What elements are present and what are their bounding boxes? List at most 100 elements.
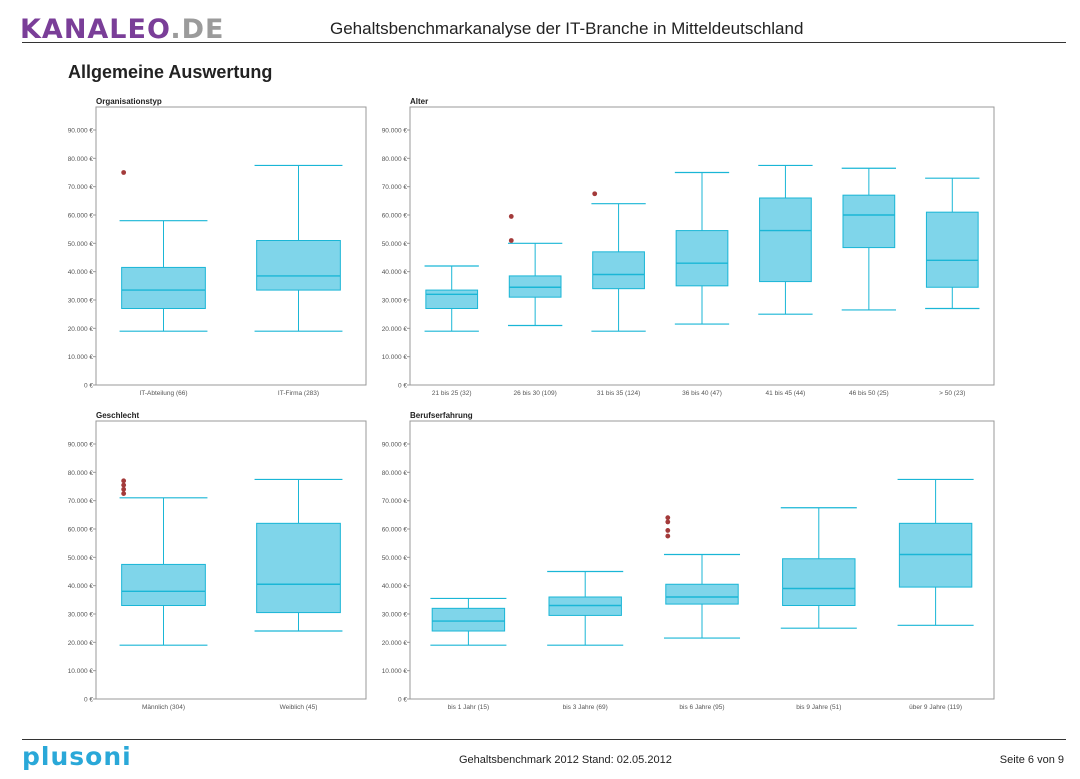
y-tick-label: 20.000 €: [382, 326, 408, 333]
box: [508, 275, 562, 298]
x-category-label: IT-Abteilung (66): [139, 390, 187, 397]
y-tick-label: 70.000 €: [382, 184, 408, 191]
panel-frame: [95, 420, 367, 700]
outlier-point: [592, 191, 598, 197]
x-category-label: 41 bis 45 (44): [766, 390, 806, 397]
y-tick-label: 50.000 €: [382, 555, 408, 562]
x-category-label: 46 bis 50 (25): [849, 390, 889, 397]
x-category-label: 26 bis 30 (109): [513, 390, 556, 397]
panel-title: Geschlecht: [96, 411, 139, 420]
brand-logo-suffix: .DE: [170, 14, 225, 45]
y-tick-label: 10.000 €: [382, 354, 408, 361]
x-category-label: Weiblich (45): [280, 704, 318, 711]
panel-title: Alter: [410, 97, 428, 106]
x-category-label: Männlich (304): [142, 704, 185, 711]
y-tick-label: 50.000 €: [68, 555, 94, 562]
box: [898, 522, 973, 588]
y-tick-label: 10.000 €: [68, 354, 94, 361]
outlier-point: [508, 214, 514, 219]
y-tick-label: 0 €: [84, 697, 93, 704]
document-title: Gehaltsbenchmarkanalyse der IT-Branche i…: [330, 19, 804, 38]
y-tick-label: 30.000 €: [382, 298, 408, 305]
x-category-label: bis 9 Jahre (51): [796, 704, 841, 711]
box: [425, 289, 479, 310]
y-tick-label: 70.000 €: [68, 498, 94, 505]
y-tick-label: 80.000 €: [68, 470, 94, 477]
box: [592, 251, 645, 290]
footer-logo: plusoni: [22, 742, 132, 771]
x-category-label: über 9 Jahre (119): [909, 704, 962, 711]
x-category-label: bis 3 Jahre (69): [563, 704, 608, 711]
y-tick-label: 20.000 €: [68, 640, 94, 647]
y-tick-label: 40.000 €: [382, 269, 408, 276]
brand-logo-text: KANALEO: [20, 14, 171, 45]
y-tick-label: 90.000 €: [68, 128, 94, 135]
box: [256, 240, 341, 291]
y-tick-label: 80.000 €: [382, 470, 408, 477]
box: [782, 558, 856, 606]
outlier-point: [121, 478, 127, 484]
outlier-point: [121, 491, 127, 496]
box: [675, 230, 729, 287]
y-tick-label: 40.000 €: [382, 583, 408, 590]
x-category-label: IT-Firma (283): [278, 390, 319, 397]
outlier-point: [121, 486, 127, 492]
y-tick-label: 90.000 €: [382, 442, 408, 449]
outlier-point: [665, 519, 671, 525]
y-tick-label: 60.000 €: [382, 213, 408, 220]
outlier-point: [665, 515, 671, 521]
y-tick-label: 10.000 €: [382, 668, 408, 675]
y-tick-label: 80.000 €: [68, 156, 94, 163]
footer-divider: [22, 739, 1066, 740]
y-tick-label: 30.000 €: [68, 612, 94, 619]
x-category-label: 31 bis 35 (124): [597, 390, 640, 397]
outlier-point: [508, 238, 514, 243]
y-tick-label: 0 €: [398, 697, 407, 704]
y-tick-label: 80.000 €: [382, 156, 408, 163]
box: [256, 522, 341, 614]
outlier-point: [121, 170, 127, 175]
y-tick-label: 90.000 €: [382, 128, 408, 135]
panel-frame: [409, 106, 995, 386]
box: [759, 197, 812, 283]
panel-title: Berufserfahrung: [410, 411, 473, 420]
y-tick-label: 90.000 €: [68, 442, 94, 449]
panel-title: Organisationstyp: [96, 97, 162, 106]
panel-frame: [95, 106, 367, 386]
y-tick-label: 40.000 €: [68, 269, 94, 276]
box: [431, 607, 506, 632]
footer-stand: Gehaltsbenchmark 2012 Stand: 02.05.2012: [459, 754, 672, 766]
y-tick-label: 50.000 €: [68, 241, 94, 248]
outlier-point: [665, 533, 671, 539]
box: [548, 596, 622, 616]
outlier-point: [121, 482, 127, 488]
outlier-point: [665, 528, 671, 533]
x-category-label: > 50 (23): [939, 390, 965, 397]
x-category-label: 36 bis 40 (47): [682, 390, 722, 397]
section-title: Allgemeine Auswertung: [68, 62, 273, 82]
x-category-label: bis 6 Jahre (95): [679, 704, 724, 711]
y-tick-label: 20.000 €: [68, 326, 94, 333]
y-tick-label: 20.000 €: [382, 640, 408, 647]
y-tick-label: 30.000 €: [382, 612, 408, 619]
y-tick-label: 40.000 €: [68, 583, 94, 590]
y-tick-label: 0 €: [398, 383, 407, 390]
x-category-label: bis 1 Jahr (15): [448, 704, 490, 711]
brand-logo: KANALEO.DE: [20, 14, 224, 45]
y-tick-label: 60.000 €: [68, 213, 94, 220]
y-tick-label: 50.000 €: [382, 241, 408, 248]
box: [925, 211, 979, 288]
y-tick-label: 10.000 €: [68, 668, 94, 675]
box: [121, 266, 206, 309]
y-tick-label: 70.000 €: [382, 498, 408, 505]
y-tick-label: 60.000 €: [68, 527, 94, 534]
x-category-label: 21 bis 25 (32): [432, 390, 472, 397]
box: [665, 583, 739, 605]
panel-frame: [409, 420, 995, 700]
box: [121, 563, 206, 607]
footer-page-number: Seite 6 von 9: [999, 754, 1064, 766]
y-tick-label: 0 €: [84, 383, 93, 390]
y-tick-label: 70.000 €: [68, 184, 94, 191]
box: [842, 194, 896, 249]
